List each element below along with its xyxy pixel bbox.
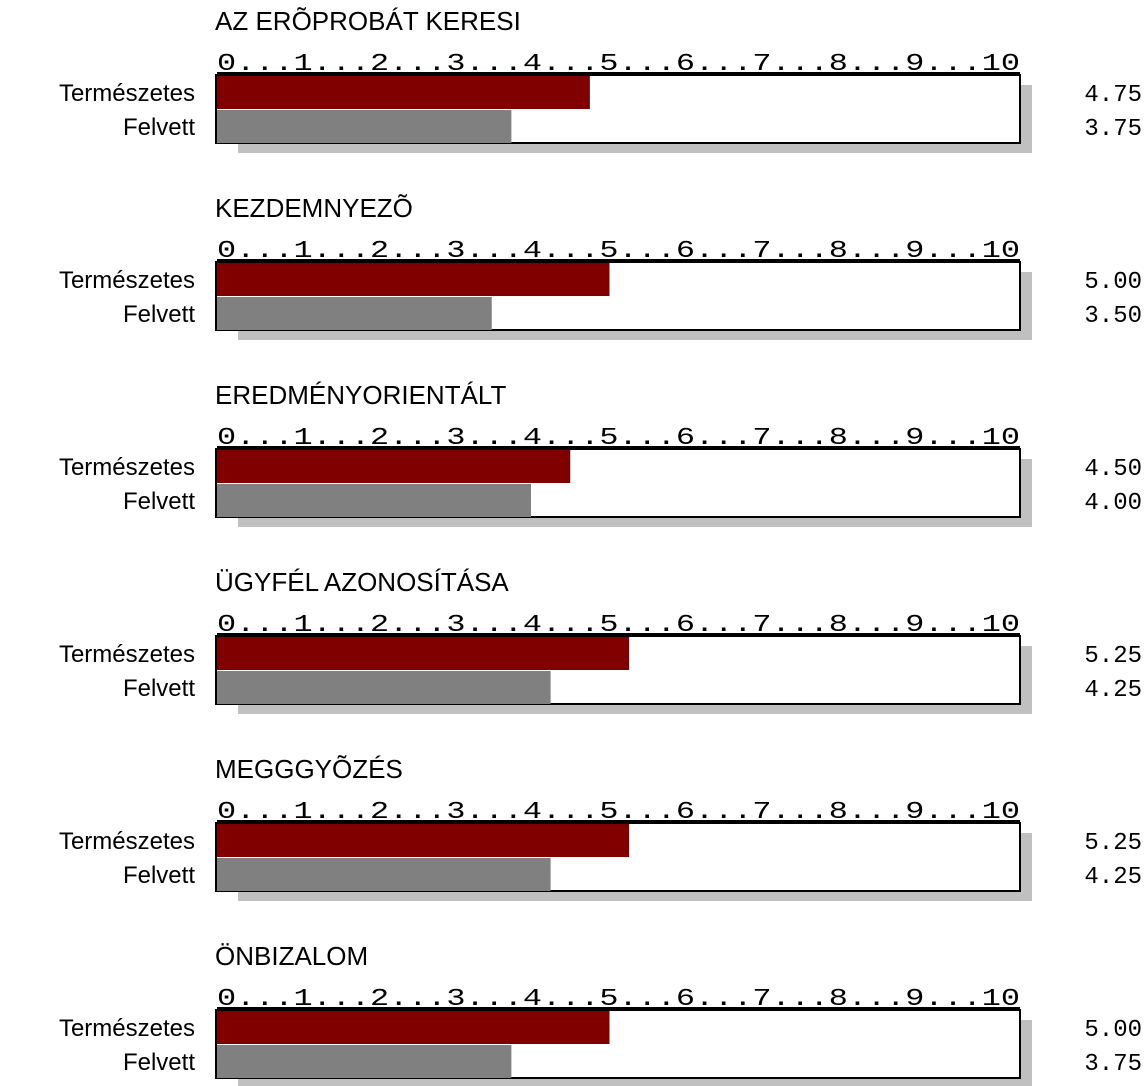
- chart-title: MEGGGYÕZÉS: [215, 754, 403, 784]
- scale-label: 0...1...2...3...4...5...6...7...8...9...…: [217, 612, 1020, 639]
- value-label: 3.75: [1084, 1051, 1142, 1078]
- chart-title: ÜGYFÉL AZONOSÍTÁSA: [215, 567, 509, 597]
- bar: [217, 110, 512, 143]
- category-label: Felvett: [123, 301, 195, 328]
- value-label: 4.00: [1084, 490, 1142, 517]
- value-label: 5.25: [1084, 830, 1142, 857]
- scale-label: 0...1...2...3...4...5...6...7...8...9...…: [217, 51, 1020, 78]
- value-label: 3.50: [1084, 303, 1142, 330]
- bar: [217, 263, 610, 296]
- category-label: Természetes: [59, 80, 195, 107]
- category-label: Felvett: [123, 488, 195, 515]
- bar: [217, 824, 630, 857]
- chart-title: ÖNBIZALOM: [215, 941, 368, 971]
- value-label: 4.25: [1084, 864, 1142, 891]
- chart-title: AZ ERÕPROBÁT KERESI: [215, 6, 521, 36]
- bar: [217, 637, 630, 670]
- bar: [217, 858, 551, 891]
- bar: [217, 1011, 610, 1044]
- category-label: Természetes: [59, 454, 195, 481]
- category-label: Természetes: [59, 267, 195, 294]
- bar: [217, 450, 571, 483]
- bar: [217, 76, 590, 109]
- bar: [217, 297, 492, 330]
- category-label: Felvett: [123, 1049, 195, 1076]
- value-label: 4.50: [1084, 456, 1142, 483]
- value-label: 5.00: [1084, 269, 1142, 296]
- bar: [217, 1045, 512, 1078]
- category-label: Természetes: [59, 1015, 195, 1042]
- bar: [217, 671, 551, 704]
- category-label: Természetes: [59, 828, 195, 855]
- value-label: 5.00: [1084, 1017, 1142, 1044]
- value-label: 4.25: [1084, 677, 1142, 704]
- chart-title: KEZDEMNYEZÕ: [215, 193, 413, 223]
- category-label: Természetes: [59, 641, 195, 668]
- chart-title: EREDMÉNYORIENTÁLT: [215, 380, 506, 410]
- value-label: 3.75: [1084, 116, 1142, 143]
- category-label: Felvett: [123, 675, 195, 702]
- scale-label: 0...1...2...3...4...5...6...7...8...9...…: [217, 986, 1020, 1013]
- value-label: 5.25: [1084, 643, 1142, 670]
- bar: [217, 484, 531, 517]
- scale-label: 0...1...2...3...4...5...6...7...8...9...…: [217, 799, 1020, 826]
- value-label: 4.75: [1084, 82, 1142, 109]
- category-label: Felvett: [123, 862, 195, 889]
- scale-label: 0...1...2...3...4...5...6...7...8...9...…: [217, 425, 1020, 452]
- scale-label: 0...1...2...3...4...5...6...7...8...9...…: [217, 238, 1020, 265]
- category-label: Felvett: [123, 114, 195, 141]
